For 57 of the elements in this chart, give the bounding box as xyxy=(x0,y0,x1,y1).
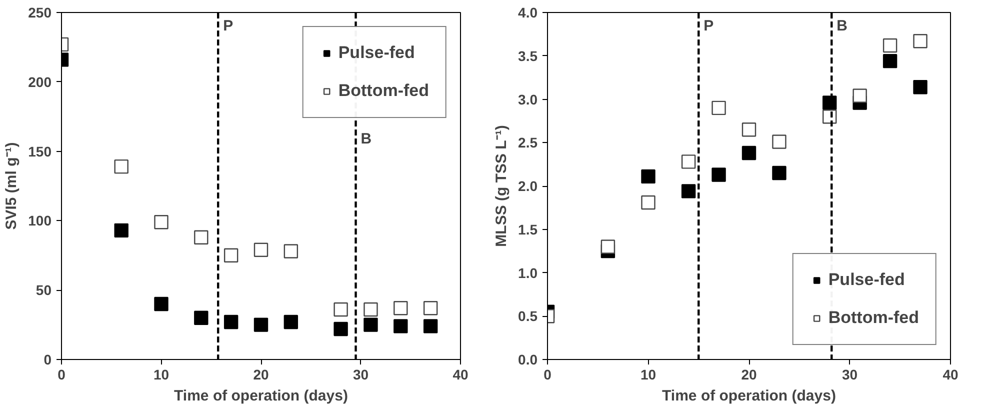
point xyxy=(394,319,408,334)
x-axis-title: Time of operation (days) xyxy=(662,388,836,404)
legend-label: Bottom-fed xyxy=(828,308,919,328)
point xyxy=(284,314,298,330)
point xyxy=(254,318,268,332)
point xyxy=(364,318,378,332)
x-tick-label: 20 xyxy=(741,366,757,382)
ref-line-label: B xyxy=(360,130,372,148)
y-tick-label: 0.0 xyxy=(518,352,538,368)
x-tick-label: 30 xyxy=(352,366,369,382)
y-tick-label: 2.5 xyxy=(518,134,538,151)
y-tick-label: 0.5 xyxy=(518,308,538,324)
point xyxy=(882,38,898,53)
legend-label: Pulse-fed xyxy=(338,43,415,63)
y-tick-label: 3.0 xyxy=(518,91,538,108)
point xyxy=(194,310,208,325)
y-tick-label: 100 xyxy=(28,212,52,229)
point xyxy=(641,169,656,184)
point xyxy=(712,168,726,182)
point xyxy=(154,296,168,312)
ref-line-label: P xyxy=(223,18,234,35)
x-tick-label: 0 xyxy=(58,366,66,382)
y-tick-label: 200 xyxy=(28,74,52,90)
point xyxy=(600,240,616,254)
legend-label: Bottom-fed xyxy=(338,81,429,101)
y-axis-title: MLSS (g TSS L⁻¹) xyxy=(493,125,510,247)
point xyxy=(852,88,867,103)
x-tick-label: 40 xyxy=(452,366,468,382)
x-tick-label: 40 xyxy=(942,366,958,382)
point xyxy=(772,166,786,180)
x-tick-label: 0 xyxy=(544,366,552,382)
legend-label: Pulse-fed xyxy=(828,270,905,290)
x-tick-label: 20 xyxy=(253,366,269,382)
x-axis-title: Time of operation (days) xyxy=(174,388,348,404)
point xyxy=(423,319,438,334)
x-tick-label: 10 xyxy=(153,366,170,382)
ref-line-label: P xyxy=(704,18,714,35)
x-tick-label: 10 xyxy=(640,366,656,382)
y-tick-label: 3.5 xyxy=(518,48,538,64)
y-axis-title: SVI5 (ml g⁻¹) xyxy=(3,142,20,230)
x-tick-label: 30 xyxy=(842,366,858,382)
point xyxy=(681,184,696,198)
point xyxy=(224,314,238,330)
point xyxy=(114,223,128,238)
point xyxy=(913,80,928,94)
point xyxy=(882,54,898,68)
y-tick-label: 1.5 xyxy=(518,221,538,238)
y-tick-label: 250 xyxy=(28,4,52,20)
point xyxy=(742,146,756,160)
y-tick-label: 2.0 xyxy=(518,178,538,194)
y-tick-label: 1.0 xyxy=(518,264,538,281)
point xyxy=(334,322,348,336)
y-tick-label: 150 xyxy=(28,143,52,160)
y-tick-label: 0 xyxy=(44,352,52,368)
y-tick-label: 50 xyxy=(36,282,52,298)
ref-line-label: B xyxy=(836,18,848,35)
y-tick-label: 4.0 xyxy=(518,4,538,20)
